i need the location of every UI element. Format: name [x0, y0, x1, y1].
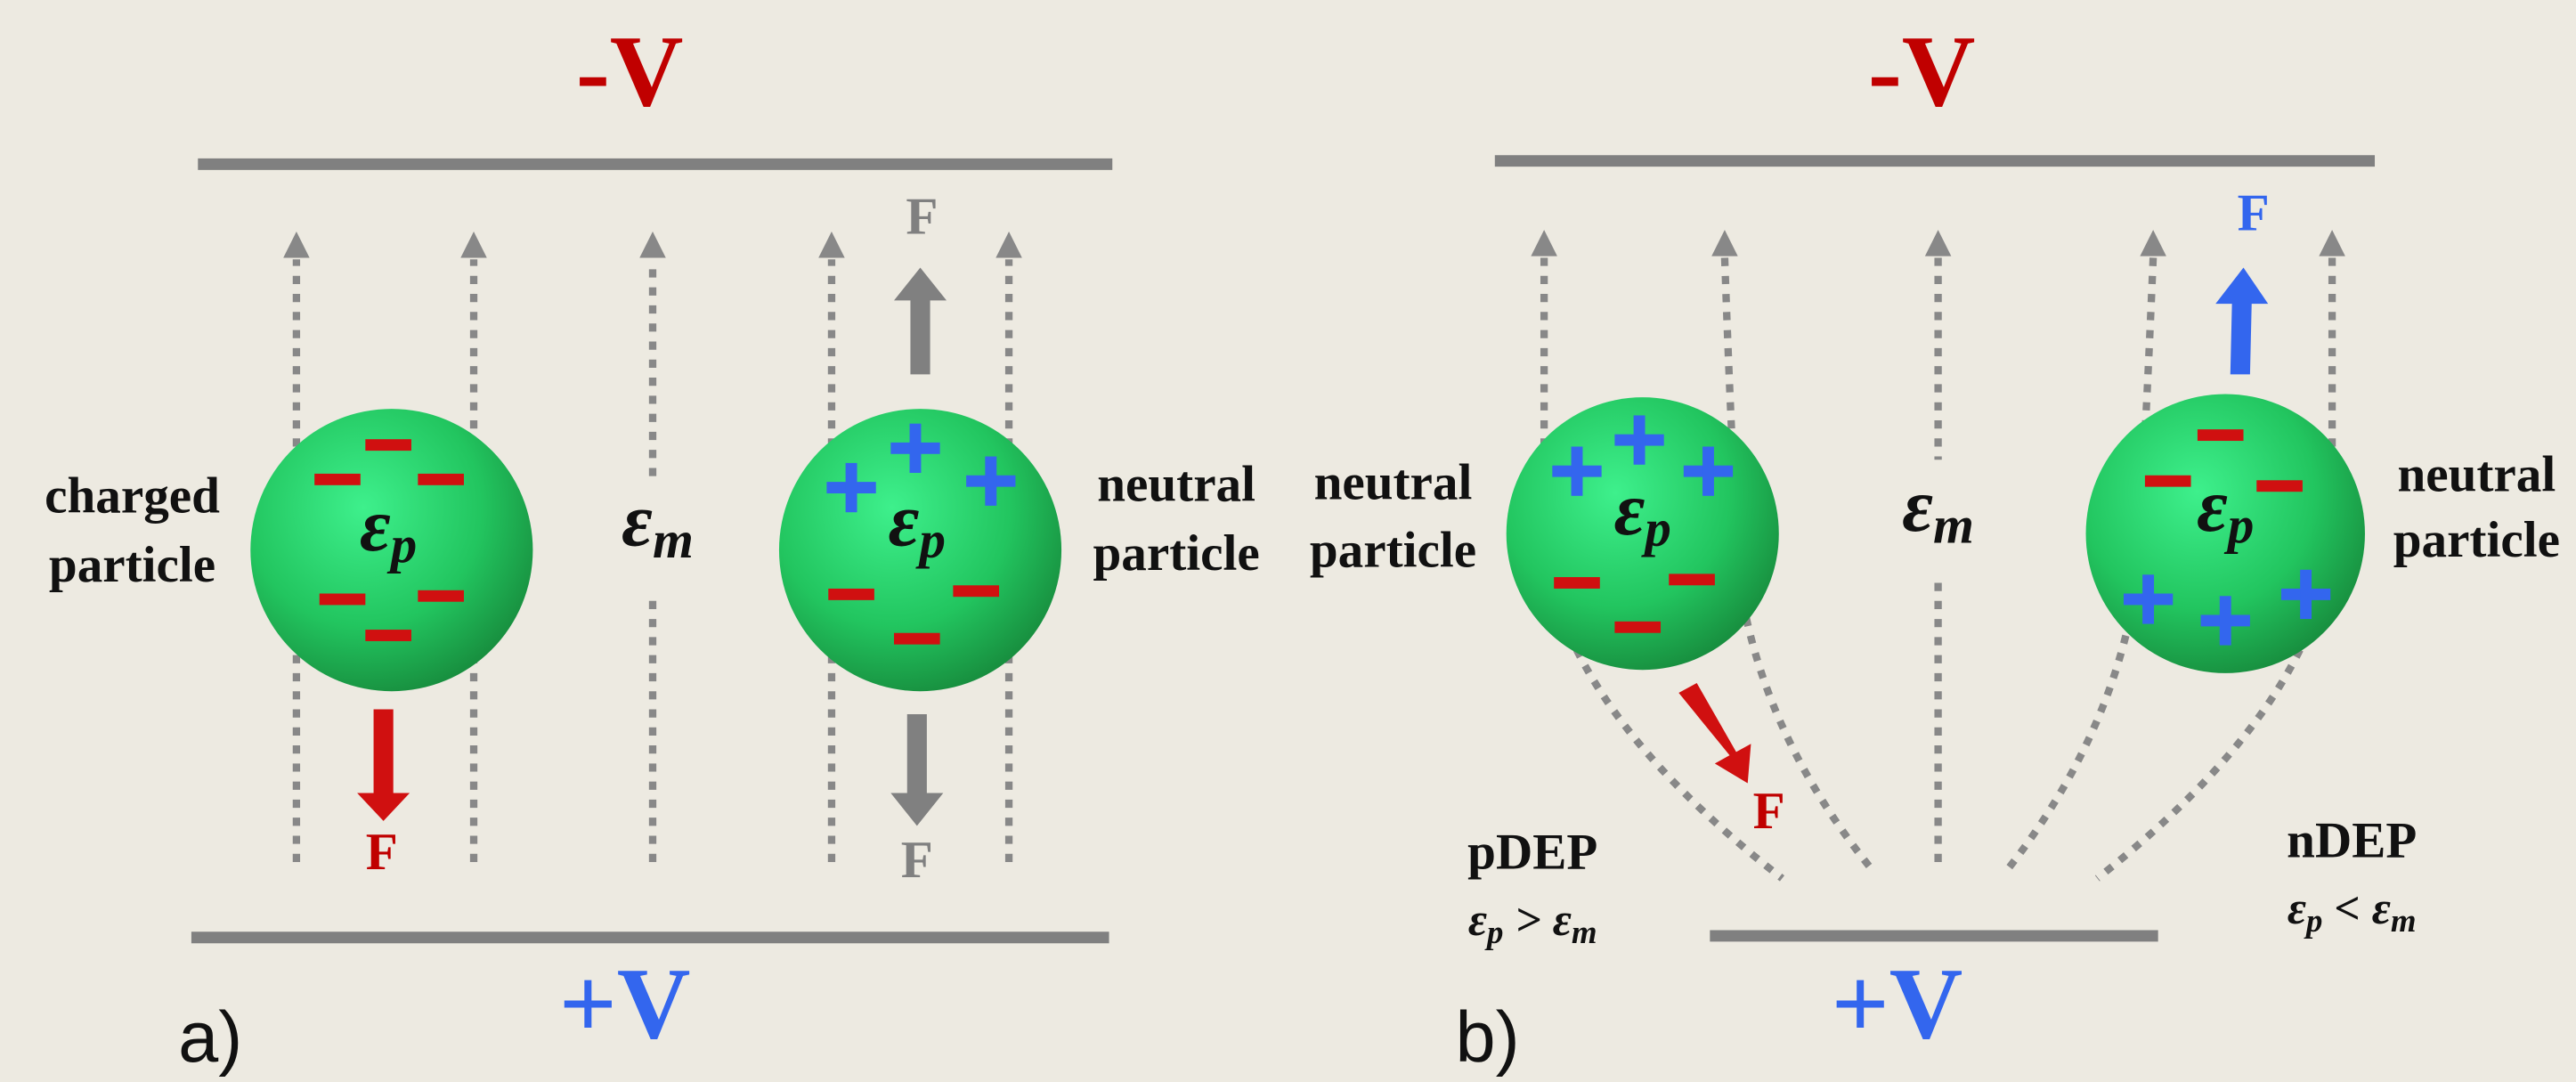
symbol: ε: [889, 479, 920, 563]
symbol: ε: [2197, 465, 2228, 549]
arrowhead: [995, 232, 1021, 257]
subscript: m: [1572, 914, 1597, 950]
charge: [2145, 476, 2191, 487]
panel-label: b): [1456, 997, 1520, 1078]
symbol: ε: [622, 479, 653, 563]
particle-label: charged: [45, 468, 220, 524]
force-label: F: [2238, 183, 2270, 242]
charge: [314, 474, 361, 485]
subscript: p: [1640, 499, 1671, 557]
arrowhead: [1925, 230, 1951, 256]
force-label: F: [366, 822, 398, 881]
condition: εp < εm: [2288, 883, 2417, 940]
condition: εp > εm: [1468, 895, 1597, 951]
force-label: F: [1753, 781, 1785, 840]
medium-permittivity: εm: [1902, 465, 1974, 554]
operator: <: [2322, 883, 2371, 934]
medium-permittivity: εm: [622, 479, 694, 568]
charge: [1669, 574, 1715, 585]
body: {"panels": [ {"label": "a)", "top_electr…: [0, 0, 2576, 1082]
subscript: m: [1933, 495, 1974, 554]
arrowhead: [639, 232, 665, 257]
subscript: m: [653, 510, 694, 569]
arrowhead: [460, 232, 486, 257]
force-arrow: [357, 709, 410, 820]
charge: [2198, 429, 2244, 441]
arrowhead: [2319, 230, 2344, 256]
symbol: ε: [1614, 468, 1646, 551]
subscript: m: [2391, 902, 2417, 939]
subscript: p: [386, 515, 417, 574]
diagram: -V +V a) εp εp εm F F F charged particle…: [0, 0, 2576, 1082]
charge: [1614, 622, 1661, 633]
force-arrow: [890, 714, 943, 826]
force-arrow: [2215, 268, 2268, 375]
charge: [828, 589, 874, 600]
voltage-label: +V: [559, 948, 691, 1061]
operator: >: [1503, 895, 1552, 946]
charge: [365, 630, 411, 641]
mode-label: nDEP: [2287, 813, 2417, 869]
particle-label: neutral: [1097, 457, 1255, 513]
particle-label: particle: [1093, 525, 1260, 582]
subscript: p: [2304, 902, 2322, 939]
symbol: ε: [1468, 895, 1487, 946]
particle-label: particle: [1310, 522, 1476, 578]
particle-label: particle: [49, 537, 215, 593]
force-arrow: [1678, 683, 1751, 783]
arrowhead: [1711, 230, 1737, 256]
particle-label: neutral: [2397, 446, 2556, 502]
force-label: F: [901, 830, 933, 889]
subscript: p: [2223, 495, 2255, 554]
charge: [320, 593, 366, 605]
mode-label: pDEP: [1467, 825, 1597, 881]
arrowhead: [1531, 230, 1556, 256]
symbol: ε: [1902, 465, 1933, 549]
voltage-label: -V: [1868, 14, 1976, 127]
charge: [1554, 577, 1600, 589]
particle-label: neutral: [1314, 455, 1473, 511]
symbol: ε: [2372, 883, 2391, 934]
voltage-label: +V: [1832, 948, 1963, 1061]
charge: [418, 474, 464, 485]
subscript: p: [914, 510, 946, 569]
charge: [894, 633, 940, 645]
voltage-label: -V: [576, 14, 684, 127]
force-arrow: [894, 268, 947, 375]
subscript: p: [1484, 914, 1503, 950]
symbol: ε: [2288, 883, 2306, 934]
arrowhead: [2140, 230, 2166, 256]
symbol: ε: [360, 484, 391, 568]
charge: [953, 585, 999, 597]
page: html, body { margin: 0; padding: 0; widt…: [0, 0, 2576, 1082]
charge: [2256, 480, 2303, 492]
particle-label: particle: [2393, 512, 2560, 568]
arrowhead: [283, 232, 309, 257]
force-label: F: [906, 186, 938, 245]
charge: [365, 439, 411, 451]
panel-label: a): [178, 997, 242, 1078]
arrowhead: [818, 232, 844, 257]
symbol: ε: [1553, 895, 1572, 946]
charge: [418, 590, 464, 602]
